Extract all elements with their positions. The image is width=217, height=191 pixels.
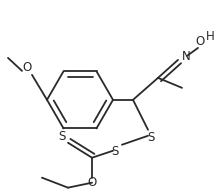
Text: O: O: [22, 61, 32, 74]
Text: S: S: [58, 130, 66, 143]
Text: O: O: [195, 35, 205, 49]
Text: S: S: [147, 131, 155, 144]
Text: H: H: [206, 30, 214, 43]
Text: N: N: [182, 50, 190, 63]
Text: S: S: [111, 145, 119, 158]
Text: O: O: [87, 176, 97, 189]
